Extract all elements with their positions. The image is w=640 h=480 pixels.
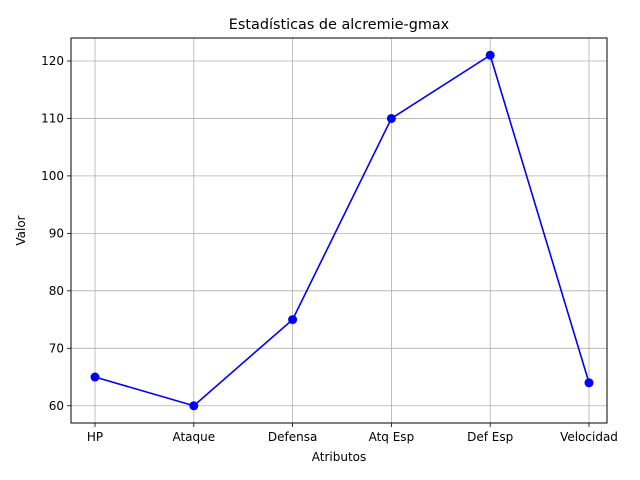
y-tick-label: 120 — [41, 54, 64, 68]
x-tick-label: Ataque — [172, 430, 215, 444]
x-tick-label: Atq Esp — [369, 430, 415, 444]
y-tick-label: 110 — [41, 111, 64, 125]
x-axis-label: Atributos — [312, 450, 367, 464]
plot-frame — [70, 37, 608, 424]
y-axis-label: Valor — [14, 215, 28, 245]
y-tick-label: 80 — [49, 284, 64, 298]
data-point — [485, 50, 495, 60]
grid-lines — [71, 38, 607, 423]
x-tick-label: Def Esp — [467, 430, 513, 444]
data-point — [189, 401, 199, 411]
data-point — [386, 113, 396, 123]
x-tick-label: HP — [87, 430, 103, 444]
axis-ticks: HP Ataque Defensa Atq Esp Def Esp Velocidad 60… — [41, 54, 618, 444]
series-line — [94, 53, 590, 407]
series-line-group — [90, 50, 594, 411]
x-tick-label: Velocidad — [560, 430, 618, 444]
data-point — [90, 372, 100, 382]
y-tick-label: 90 — [49, 226, 64, 240]
data-point — [584, 378, 594, 388]
x-tick-label: Defensa — [268, 430, 317, 444]
data-point — [288, 315, 298, 325]
y-tick-label: 100 — [41, 169, 64, 183]
y-tick-label: 60 — [49, 399, 64, 413]
y-tick-label: 70 — [49, 341, 64, 355]
chart-title: Estadísticas de alcremie-gmax — [229, 17, 450, 33]
